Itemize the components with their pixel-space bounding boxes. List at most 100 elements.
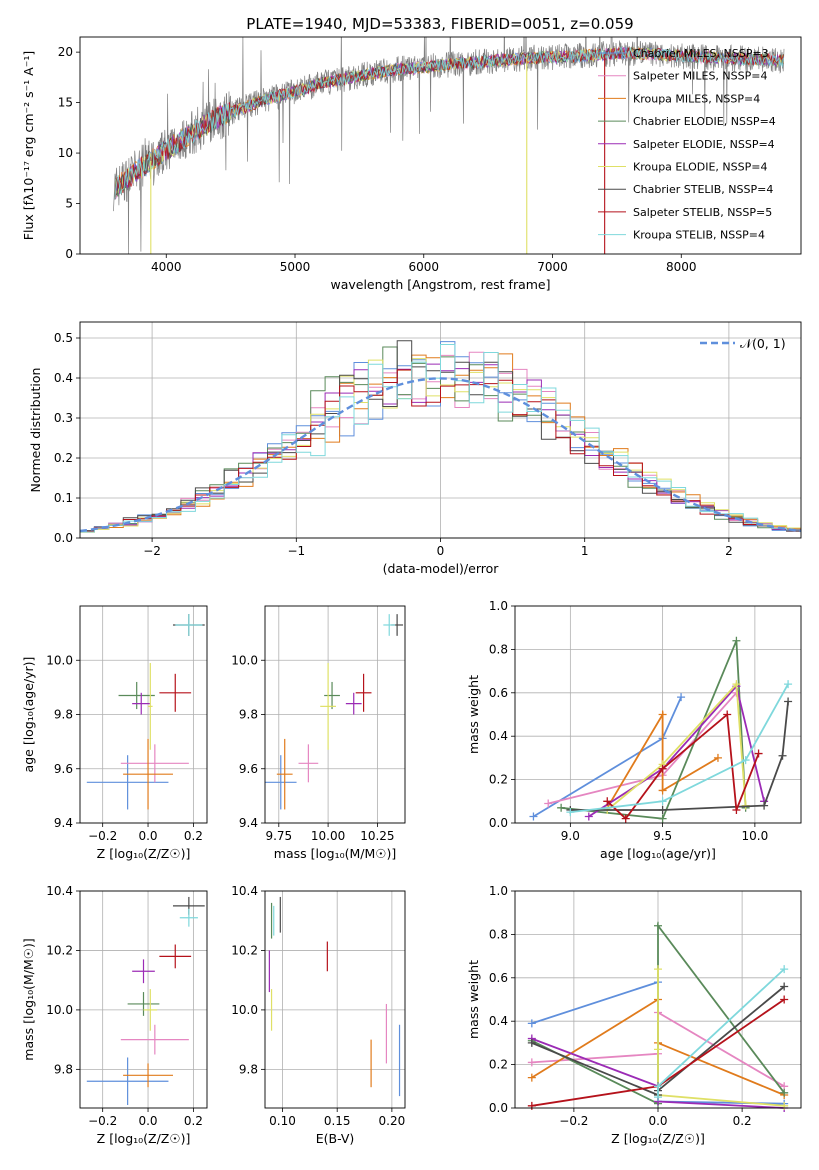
y-axis-label: mass [log₁₀(M/M☉)]	[21, 938, 36, 1060]
weight-line	[657, 969, 785, 1107]
weight-marker	[654, 1045, 662, 1054]
y-tick-label: 9.8	[54, 708, 73, 722]
weight-line	[657, 968, 785, 1098]
x-tick-label: −0.2	[88, 829, 117, 843]
legend-entry: Kroupa MILES, NSSP=4	[633, 92, 760, 105]
y-tick-label: 10.0	[231, 1003, 258, 1017]
x-axis-label: mass [log₁₀(M/M☉)]	[274, 846, 396, 861]
y-tick-label: 9.8	[239, 1062, 258, 1076]
weight-marker	[527, 1019, 536, 1028]
axes-frame	[79, 321, 802, 539]
axes-frame	[264, 890, 406, 1109]
weight-marker	[527, 1058, 536, 1067]
x-axis-label: Z [log₁₀(Z/Z☉)]	[97, 846, 191, 861]
legend-entry: Salpeter ELODIE, NSSP=4	[633, 138, 775, 151]
spectrum-lines	[113, 37, 785, 254]
weight-marker	[732, 805, 741, 814]
error-bars	[86, 614, 205, 810]
legend-entry: Kroupa STELIB, NSSP=4	[633, 229, 765, 242]
weight-marker	[527, 1073, 536, 1082]
weight-marker	[544, 799, 553, 808]
y-tick-label: 10.0	[231, 653, 258, 667]
x-tick-label: 10.25	[360, 829, 394, 843]
x-tick-label: 9.75	[265, 829, 292, 843]
y-tick-label: 9.6	[54, 762, 73, 776]
residual-histogram	[80, 369, 801, 532]
legend-entry: Chabrier STELIB, NSSP=4	[633, 183, 773, 196]
residual-histogram	[80, 344, 801, 533]
x-tick-label: 0.0	[138, 1114, 157, 1128]
x-tick-label: 10.0	[742, 829, 769, 843]
y-axis-label: Normed distribution	[28, 368, 43, 493]
weight-line	[570, 683, 789, 813]
weight-marker	[780, 995, 789, 1004]
x-tick-label: 0.0	[138, 829, 157, 843]
y-tick-label: 20	[58, 45, 73, 59]
y-tick-label: 0.2	[489, 1058, 508, 1072]
x-axis-label: (data-model)/error	[383, 561, 500, 576]
y-tick-label: 10.0	[46, 1003, 73, 1017]
weight-marker	[603, 797, 612, 806]
weight-marker	[677, 693, 686, 702]
y-tick-label: 0.2	[54, 451, 73, 465]
axes-frame	[79, 890, 208, 1109]
weight-marker	[566, 808, 575, 817]
x-tick-label: 6000	[408, 260, 439, 274]
y-tick-label: 0.0	[54, 531, 73, 545]
axes-frame	[514, 605, 802, 824]
x-tick-label: 9.0	[561, 829, 580, 843]
weight-line	[606, 712, 760, 821]
weight-marker	[527, 1038, 536, 1047]
y-tick-label: 0.4	[54, 371, 73, 385]
normal-curve	[79, 377, 802, 533]
weight-marker	[732, 680, 741, 689]
weight-marker	[654, 1082, 662, 1091]
legend-entry: Chabrier MILES, NSSP=3	[633, 47, 769, 60]
x-axis-label: Z [log₁₀(Z/Z☉)]	[611, 1131, 705, 1146]
x-tick-label: 0.2	[733, 1114, 752, 1128]
y-tick-label: 0.4	[489, 729, 508, 743]
weight-marker	[621, 814, 630, 823]
x-tick-label: 0.2	[184, 1114, 203, 1128]
x-tick-label: −0.2	[88, 1114, 117, 1128]
weight-marker	[778, 751, 787, 760]
y-tick-label: 0.8	[489, 642, 508, 656]
x-tick-label: 7000	[537, 260, 568, 274]
weight-marker	[658, 805, 667, 814]
model-spectrum	[114, 46, 784, 200]
x-tick-label: 0.2	[184, 829, 203, 843]
y-tick-label: 0.0	[489, 816, 508, 830]
y-tick-label: 15	[58, 96, 73, 110]
y-tick-label: 9.4	[54, 816, 73, 830]
x-tick-label: 1	[581, 544, 589, 558]
weight-marker	[654, 1093, 662, 1102]
x-axis-label: age [log₁₀(age/yr)]	[600, 846, 716, 861]
figure-title: PLATE=1940, MJD=53383, FIBERID=0051, z=0…	[246, 15, 633, 33]
y-tick-label: 9.8	[239, 708, 258, 722]
x-tick-label: −2	[143, 544, 161, 558]
legend-entry: 𝒩(0, 1)	[740, 336, 786, 351]
y-tick-label: 5	[65, 197, 73, 211]
model-spectrum	[114, 46, 784, 200]
y-tick-label: 10.4	[231, 884, 258, 898]
x-tick-label: 2	[725, 544, 733, 558]
weight-marker	[784, 697, 793, 706]
error-bars	[265, 614, 404, 810]
y-tick-label: 10.2	[231, 943, 258, 957]
y-axis-label: Flux [fλ10⁻¹⁷ erg cm⁻² s⁻¹ A⁻¹]	[21, 51, 36, 240]
axes-frame	[79, 605, 208, 824]
weight-marker	[732, 636, 741, 645]
weight-line	[561, 640, 747, 820]
axes-frame	[79, 36, 802, 255]
y-tick-label: 1.0	[489, 884, 508, 898]
weight-marker	[557, 803, 566, 812]
weight-line	[606, 711, 719, 809]
y-tick-label: 0.1	[54, 491, 73, 505]
weight-marker	[780, 1101, 789, 1110]
legend-entry: Salpeter STELIB, NSSP=5	[633, 206, 772, 219]
weight-marker	[658, 710, 667, 719]
x-tick-label: 8000	[666, 260, 697, 274]
x-tick-label: 0.10	[269, 1114, 296, 1128]
weight-marker	[713, 753, 722, 762]
legend-entry: Salpeter MILES, NSSP=4	[633, 70, 767, 83]
